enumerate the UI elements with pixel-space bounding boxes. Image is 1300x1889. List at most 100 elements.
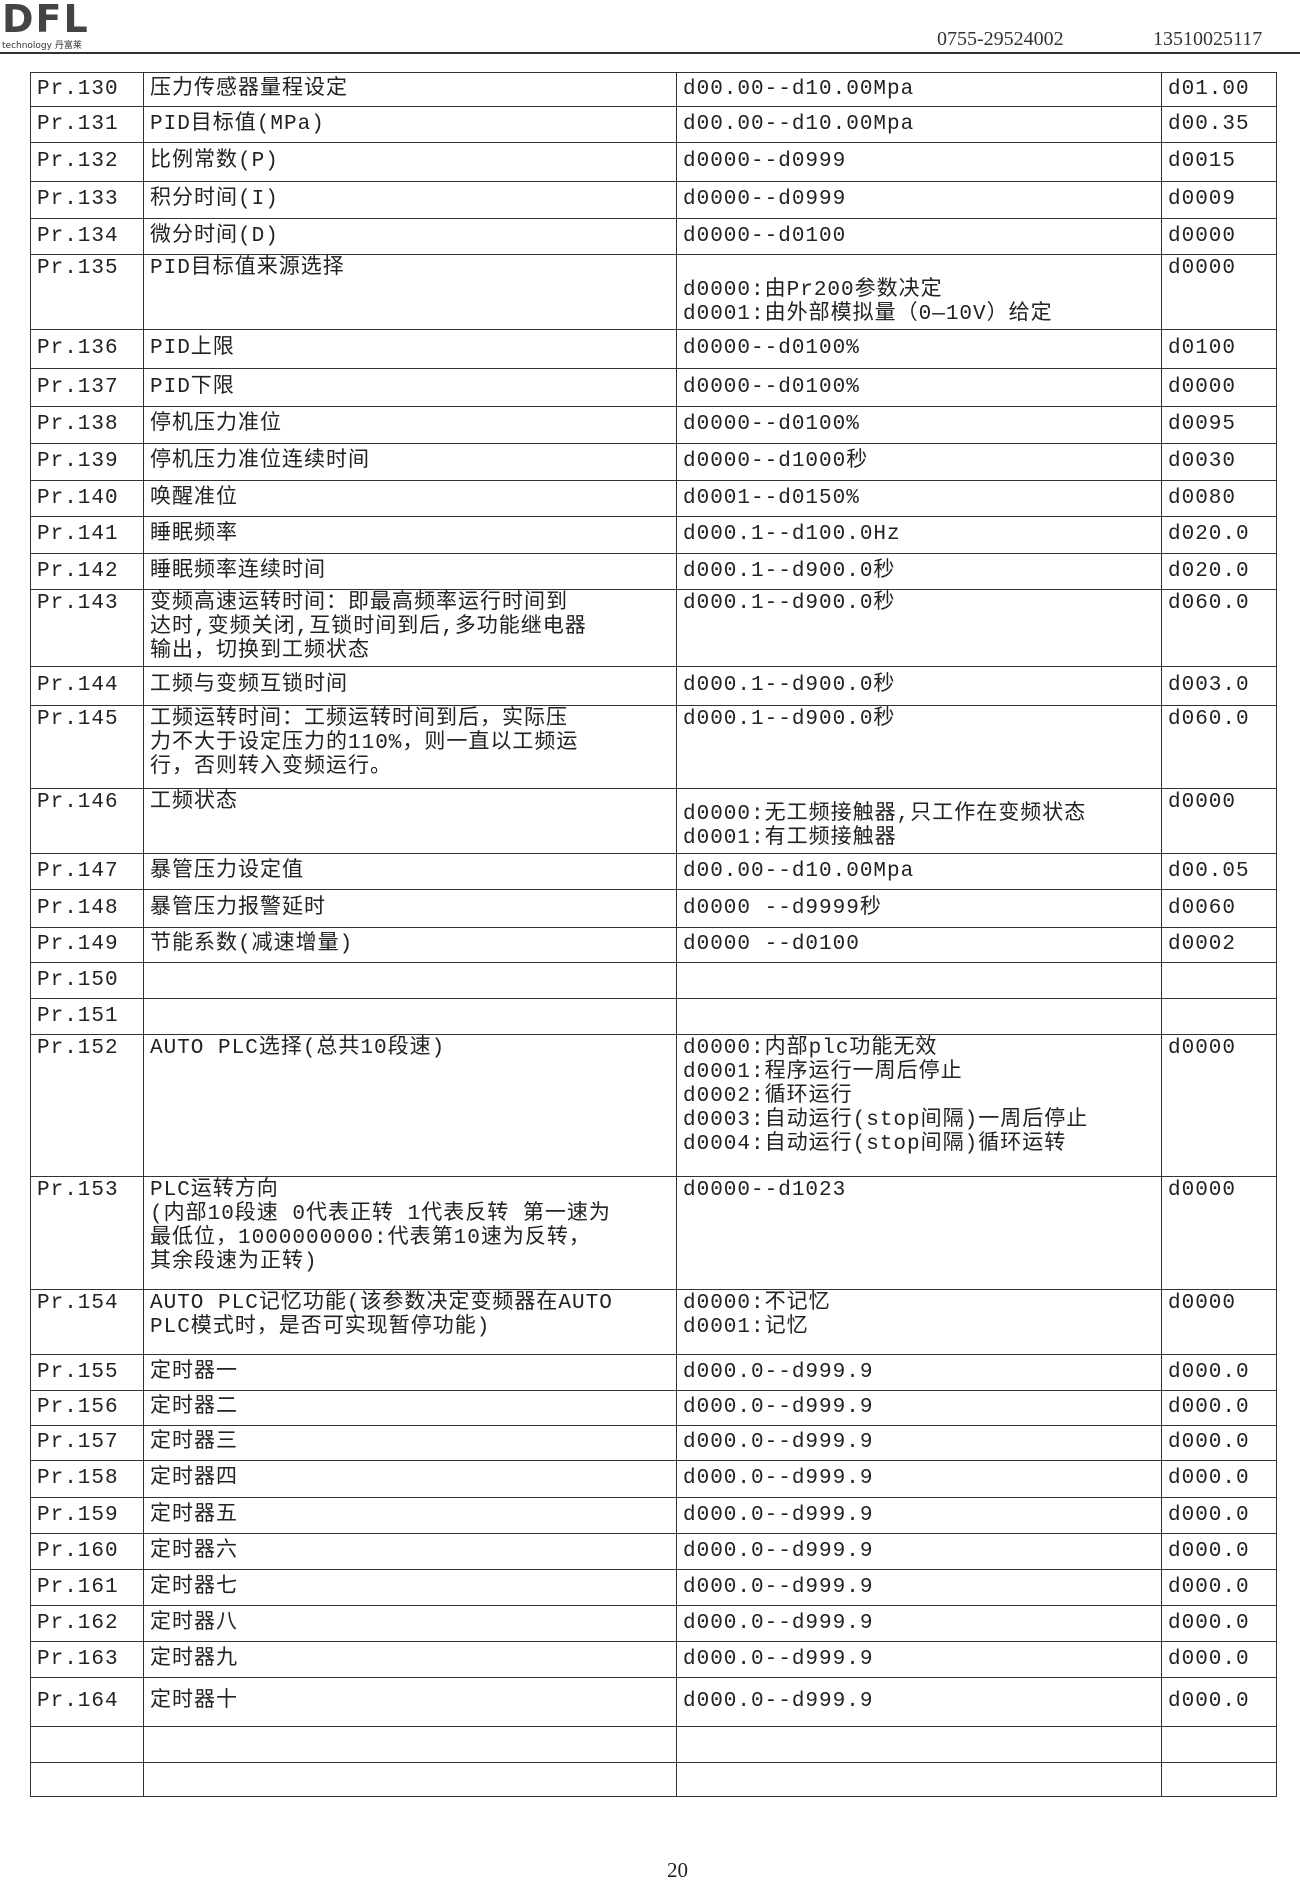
- param-name-cell: 定时器七: [143, 1569, 677, 1606]
- param-range-cell: d0000--d0100%: [676, 329, 1162, 369]
- param-range-cell: d0000--d1000秒: [676, 443, 1162, 481]
- table-row: Pr.149 节能系数(减速增量) d0000 --d0100 d0002: [30, 927, 1277, 963]
- param-code: Pr.164: [37, 1690, 119, 1713]
- param-code-cell: Pr.137: [30, 368, 144, 407]
- logo-subtitle: technology 丹富莱: [2, 41, 82, 51]
- table-row: Pr.132 比例常数(P) d0000--d0999 d0015: [30, 142, 1277, 182]
- param-code: Pr.143: [37, 592, 119, 615]
- param-default: d00.35: [1168, 112, 1250, 136]
- param-range-cell: [676, 1762, 1162, 1797]
- param-code-cell: Pr.141: [30, 516, 144, 554]
- param-range-cell: d0000--d0100%: [676, 368, 1162, 407]
- param-name-line: PLC模式时，是否可实现暂停功能): [150, 1316, 491, 1339]
- table-row: Pr.134 微分时间(D) d0000--d0100 d0000: [30, 218, 1277, 255]
- param-name-line: 节能系数(减速增量): [150, 933, 354, 956]
- param-range-line: d00.00--d10.00Mpa: [683, 112, 915, 136]
- param-name-cell: [143, 962, 677, 999]
- param-name-cell: 节能系数(减速增量): [143, 927, 677, 963]
- param-default-cell: d003.0: [1161, 666, 1277, 706]
- logo-mark: DFL: [2, 0, 90, 41]
- param-name-line: PID下限: [150, 375, 235, 399]
- param-default-cell: d000.0: [1161, 1605, 1277, 1642]
- param-range-cell: d0000:无工频接触器,只工作在变频状态 d0001:有工频接触器: [676, 788, 1162, 854]
- param-default-cell: [1161, 1762, 1277, 1797]
- param-code-cell: Pr.151: [30, 998, 144, 1035]
- param-code-cell: Pr.152: [30, 1034, 144, 1177]
- param-code: Pr.147: [37, 859, 119, 883]
- param-range-line: d0001:程序运行一周后停止: [683, 1061, 963, 1084]
- param-default-cell: d0002: [1161, 927, 1277, 963]
- table-row: Pr.148 暴管压力报警延时 d0000 --d9999秒 d0060: [30, 889, 1277, 928]
- param-name-cell: PLC运转方向 (内部10段速 0代表正转 1代表反转 第一速为 最低位，10000…: [143, 1176, 677, 1290]
- param-default-cell: d000.0: [1161, 1425, 1277, 1461]
- param-default: d0015: [1168, 150, 1237, 173]
- param-default-cell: d000.0: [1161, 1569, 1277, 1606]
- param-code: Pr.160: [37, 1539, 119, 1563]
- param-name-line: 定时器三: [150, 1431, 238, 1454]
- param-code: Pr.150: [37, 968, 119, 992]
- param-default-cell: d0000: [1161, 368, 1277, 407]
- table-row: Pr.157 定时器三 d000.0--d999.9 d000.0: [30, 1425, 1277, 1461]
- param-code: Pr.140: [37, 486, 119, 510]
- param-name-line: (内部10段速 0代表正转 1代表反转 第一速为: [150, 1203, 611, 1226]
- param-name-line: 定时器十: [150, 1690, 238, 1713]
- param-range-line: d0001:有工频接触器: [683, 827, 897, 850]
- param-range-line: d0001:记忆: [683, 1316, 809, 1339]
- param-name-cell: 睡眠频率连续时间: [143, 553, 677, 590]
- param-range-cell: [676, 998, 1162, 1035]
- param-default-cell: d060.0: [1161, 705, 1277, 789]
- table-row: Pr.143 变频高速运转时间：即最高频率运行时间到 达时,变频关闭,互锁时间到后,…: [30, 589, 1277, 667]
- table-row: Pr.158 定时器四 d000.0--d999.9 d000.0: [30, 1460, 1277, 1498]
- param-name-cell: 定时器八: [143, 1605, 677, 1642]
- param-range-cell: [676, 962, 1162, 999]
- param-range-cell: d000.0--d999.9: [676, 1677, 1162, 1727]
- param-range-line: d0002:循环运行: [683, 1085, 853, 1108]
- param-code-cell: Pr.145: [30, 705, 144, 789]
- table-row: Pr.144 工频与变频互锁时间 d000.1--d900.0秒 d003.0: [30, 666, 1277, 706]
- param-range-cell: d00.00--d10.00Mpa: [676, 853, 1162, 890]
- param-name-line: 定时器四: [150, 1467, 238, 1490]
- param-code-cell: Pr.130: [30, 72, 144, 107]
- param-default: d000.0: [1168, 1690, 1250, 1713]
- param-range-line: d000.0--d999.9: [683, 1396, 874, 1419]
- param-range-cell: d000.0--d999.9: [676, 1497, 1162, 1534]
- param-name-line: PLC运转方向: [150, 1179, 279, 1202]
- param-code: Pr.148: [37, 896, 119, 920]
- table-row: Pr.153 PLC运转方向 (内部10段速 0代表正转 1代表反转 第一速为 最低位…: [30, 1176, 1277, 1290]
- param-code-cell: Pr.140: [30, 480, 144, 517]
- param-range-cell: d000.0--d999.9: [676, 1569, 1162, 1606]
- param-default: d020.0: [1168, 559, 1250, 583]
- param-range-line: d000.0--d999.9: [683, 1690, 874, 1713]
- param-default: d0095: [1168, 413, 1237, 436]
- param-default: d060.0: [1168, 592, 1250, 615]
- param-code: Pr.136: [37, 337, 119, 360]
- table-row: Pr.159 定时器五 d000.0--d999.9 d000.0: [30, 1497, 1277, 1534]
- table-row: Pr.135 PID目标值来源选择 d0000:由Pr200参数决定 d0001:由外…: [30, 254, 1277, 330]
- param-code: Pr.158: [37, 1467, 119, 1490]
- param-name-line: 工频与变频互锁时间: [150, 674, 348, 697]
- param-default-cell: d0060: [1161, 889, 1277, 928]
- param-range-cell: d000.1--d900.0秒: [676, 666, 1162, 706]
- param-code-cell: Pr.147: [30, 853, 144, 890]
- param-range-line: d0000:内部plc功能无效: [683, 1037, 938, 1060]
- param-code: Pr.161: [37, 1575, 119, 1599]
- param-range-line: d0000--d0100%: [683, 413, 860, 436]
- table-row: Pr.163 定时器九 d000.0--d999.9 d000.0: [30, 1641, 1277, 1678]
- param-code: Pr.145: [37, 708, 119, 731]
- param-range-cell: [676, 1726, 1162, 1763]
- param-code: Pr.159: [37, 1503, 119, 1527]
- param-default-cell: d0080: [1161, 480, 1277, 517]
- param-range-line: d0000--d1023: [683, 1179, 847, 1202]
- param-name-line: 唤醒准位: [150, 486, 238, 510]
- param-code: Pr.153: [37, 1179, 119, 1202]
- param-code: Pr.162: [37, 1611, 119, 1635]
- param-range-cell: d000.0--d999.9: [676, 1641, 1162, 1678]
- param-code: Pr.155: [37, 1360, 119, 1384]
- param-code: Pr.141: [37, 523, 119, 546]
- param-range-line: d000.1--d900.0秒: [683, 708, 896, 731]
- param-name-line: 压力传感器量程设定: [150, 77, 348, 101]
- param-default: d000.0: [1168, 1431, 1250, 1454]
- param-default: d000.0: [1168, 1647, 1250, 1671]
- param-range-line: d000.0--d999.9: [683, 1575, 874, 1599]
- param-name-line: 定时器七: [150, 1575, 238, 1599]
